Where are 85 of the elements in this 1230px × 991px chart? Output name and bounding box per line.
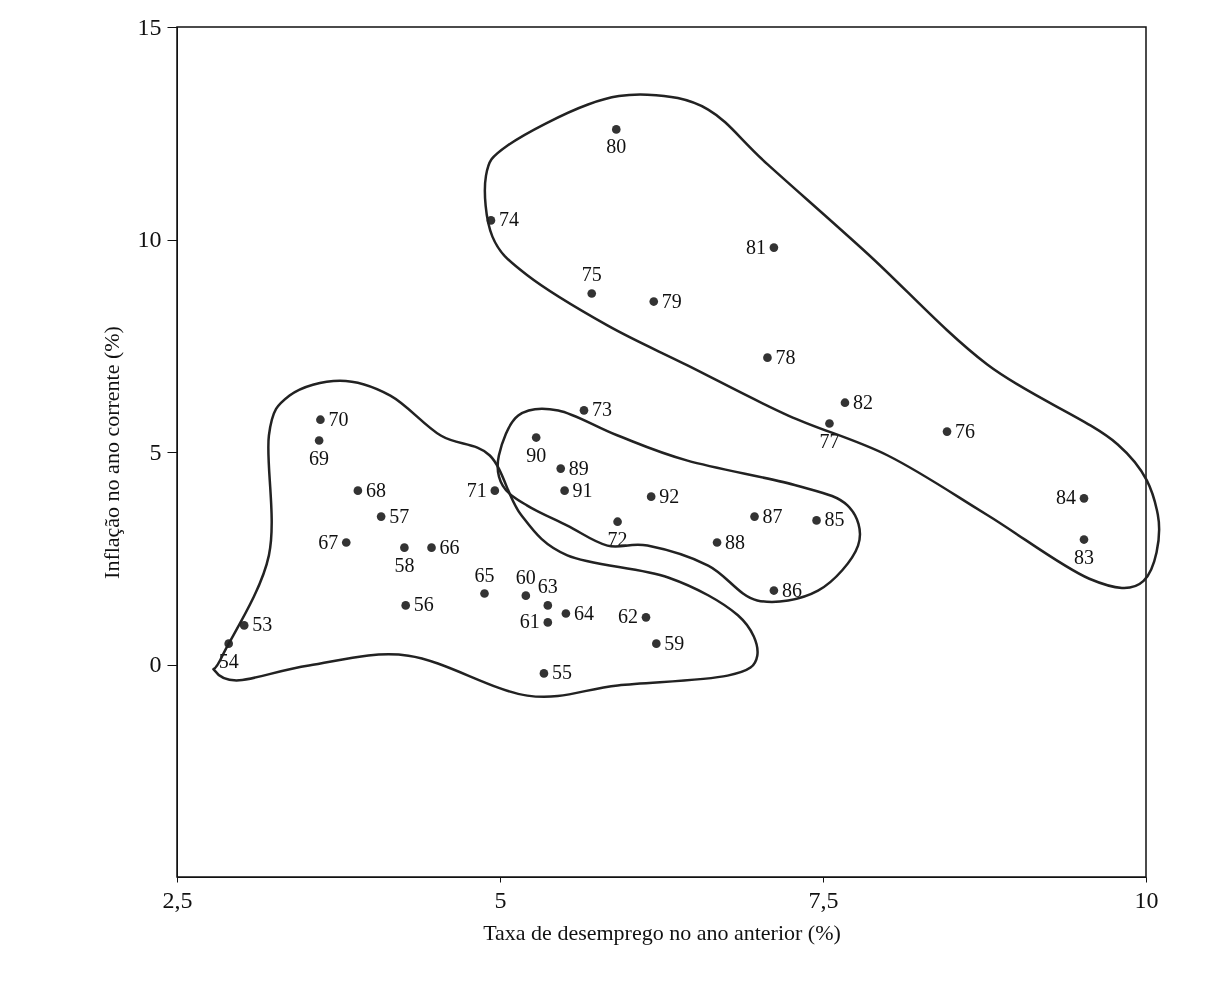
point — [1079, 494, 1089, 503]
annotation: 91 — [572, 478, 593, 501]
annotation: 75 — [581, 263, 602, 286]
point — [560, 486, 569, 495]
annotation: 66 — [439, 535, 460, 558]
annotation: 65 — [474, 563, 495, 586]
point — [763, 353, 772, 362]
annotation: 64 — [573, 601, 594, 624]
point — [239, 621, 249, 630]
point — [353, 486, 363, 495]
annotation: 92 — [659, 484, 680, 507]
point — [587, 289, 597, 298]
x-tick-label: 5 — [494, 886, 507, 913]
y-tick-label: 5 — [149, 438, 162, 465]
point — [561, 609, 571, 618]
point — [376, 512, 386, 521]
point — [341, 538, 351, 547]
annotation: 53 — [252, 613, 273, 636]
point — [646, 492, 656, 501]
point — [769, 586, 779, 595]
annotation: 70 — [328, 407, 349, 430]
point — [649, 297, 659, 306]
point — [531, 433, 541, 442]
point — [543, 601, 553, 610]
x-tick-label: 7,5 — [808, 886, 839, 913]
point — [539, 669, 549, 678]
annotation: 67 — [318, 530, 339, 553]
annotation: 59 — [664, 631, 685, 654]
point — [490, 486, 500, 495]
point — [712, 538, 722, 547]
point — [611, 125, 621, 134]
annotation: 55 — [551, 661, 572, 684]
annotation: 63 — [537, 575, 558, 598]
point — [314, 436, 324, 445]
point — [812, 516, 821, 525]
point — [480, 589, 489, 598]
annotation: 83 — [1073, 545, 1094, 568]
point — [750, 512, 759, 521]
y-tick-label: 10 — [137, 226, 162, 252]
annotation: 57 — [389, 504, 410, 527]
point — [543, 618, 553, 627]
point — [316, 415, 325, 425]
point — [401, 601, 411, 610]
point — [427, 543, 436, 552]
point — [942, 427, 952, 436]
annotation: 58 — [394, 553, 415, 576]
point — [840, 398, 850, 408]
y-tick-label: 15 — [137, 13, 162, 40]
annotation: 86 — [781, 578, 802, 601]
annotation: 76 — [955, 419, 976, 442]
annotation: 88 — [725, 530, 746, 553]
annotation: 74 — [498, 208, 519, 231]
annotation: 90 — [526, 443, 547, 466]
point — [521, 591, 531, 600]
x-axis-title: Taxa de desemprego no ano anterior (%) — [483, 919, 841, 945]
y-tick-label: 0 — [149, 651, 162, 677]
point — [556, 464, 566, 473]
annotation: 89 — [568, 456, 589, 479]
point — [641, 613, 651, 622]
point — [825, 419, 834, 428]
annotation: 81 — [745, 235, 766, 258]
annotation: 79 — [661, 289, 682, 312]
annotation: 73 — [591, 398, 612, 421]
annotation: 69 — [309, 446, 330, 469]
annotation: 56 — [413, 593, 434, 616]
annotation: 71 — [466, 478, 487, 501]
point — [769, 243, 779, 252]
annotation: 68 — [365, 478, 386, 501]
x-tick-label: 2,5 — [162, 886, 193, 913]
annotation: 80 — [606, 135, 627, 158]
point — [613, 517, 622, 527]
y-axis-title: Inflação no ano corrente (%) — [98, 326, 124, 579]
annotation: 60 — [515, 565, 536, 588]
annotation: 85 — [824, 508, 845, 531]
annotation: 61 — [519, 610, 540, 633]
annotation: 87 — [762, 504, 783, 527]
point — [652, 639, 661, 648]
point — [579, 406, 589, 415]
annotation: 84 — [1055, 486, 1076, 509]
x-tick-label: 10 — [1134, 886, 1159, 913]
point — [1079, 535, 1089, 544]
annotation: 78 — [775, 345, 796, 368]
point — [400, 543, 409, 552]
annotation: 82 — [852, 390, 873, 413]
annotation: 62 — [618, 605, 638, 628]
